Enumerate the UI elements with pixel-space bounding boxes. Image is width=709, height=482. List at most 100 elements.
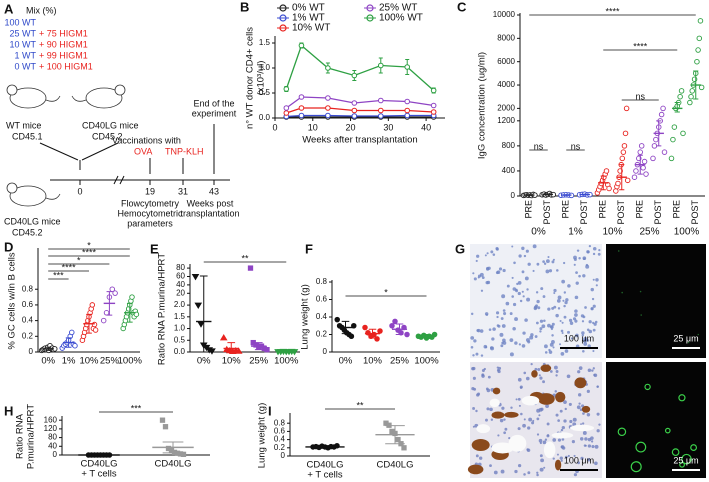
significance-label: **** (62, 262, 77, 272)
readout-label: Hemocytometric (117, 208, 183, 218)
data-point (658, 111, 665, 118)
significance-label: * (77, 255, 81, 265)
mix-higm: + 99 HIGM1 (39, 50, 88, 60)
nucleus (516, 282, 519, 286)
nucleus (530, 362, 533, 366)
nucleus (556, 269, 559, 272)
data-point (298, 105, 305, 111)
fluor-spot (681, 453, 692, 465)
legend-label: 100% WT (379, 13, 423, 24)
y-tick-label: 0.8 (274, 418, 286, 427)
data-point (89, 302, 96, 308)
data-point (129, 294, 135, 300)
stain (574, 377, 587, 389)
nucleus (584, 306, 587, 309)
time-tick: 19 (145, 186, 155, 196)
nucleus (559, 409, 563, 413)
significance-label: ** (241, 253, 249, 263)
x-tick-label: PRE (524, 200, 534, 219)
data-point (194, 302, 203, 309)
nucleus (557, 307, 561, 310)
nucleus (472, 354, 475, 357)
nucleus (580, 423, 583, 426)
nucleus (526, 297, 531, 302)
nucleus (544, 438, 548, 441)
nucleus (560, 352, 565, 356)
nucleus (575, 333, 579, 338)
nucleus (511, 245, 514, 248)
data-point (631, 174, 638, 180)
nucleus (569, 321, 574, 326)
data-point (695, 47, 701, 53)
nucleus (535, 304, 538, 308)
group-label: 10% (602, 227, 622, 238)
data-point (643, 171, 649, 177)
data-point (351, 72, 358, 79)
nucleus (493, 470, 498, 475)
nucleus (481, 276, 485, 280)
nucleus (564, 349, 569, 353)
nucleus (545, 269, 550, 274)
fluor-spot (679, 461, 685, 468)
nucleus (540, 458, 545, 463)
nucleus (509, 338, 514, 343)
nucleus (539, 441, 542, 445)
data-point (351, 113, 358, 119)
nucleus (501, 324, 506, 328)
data-point (661, 149, 668, 155)
error-bar (199, 275, 208, 353)
nucleus (561, 438, 565, 441)
data-point (404, 331, 410, 338)
nucleus (577, 461, 581, 465)
nucleus (556, 453, 559, 456)
x-tick-label: 10 (308, 122, 318, 132)
nucleus (593, 322, 597, 326)
nucleus (594, 444, 599, 449)
y-tick-label: 8000 (497, 33, 515, 42)
nucleus (502, 309, 506, 312)
data-point (688, 93, 694, 100)
nucleus (556, 298, 561, 303)
panel-letter: B (240, 0, 249, 14)
nucleus (515, 288, 518, 291)
nucleus (503, 418, 506, 421)
data-point (650, 155, 656, 162)
significance-label: **** (633, 41, 648, 51)
nucleus (521, 344, 526, 348)
nucleus (538, 374, 541, 377)
y-tick-label: 0.6 (22, 300, 34, 309)
series-line (285, 44, 435, 91)
nucleus (579, 437, 584, 441)
x-tick-label: PRE (635, 200, 645, 219)
y-tick-label: 160 (44, 415, 58, 424)
nucleus (584, 437, 588, 441)
nucleus (500, 344, 504, 348)
panel-letter: C (457, 0, 467, 14)
airspace (543, 441, 556, 459)
x-tick-label: PRE (672, 200, 682, 219)
nucleus (518, 254, 522, 258)
series-line (286, 107, 434, 114)
y-axis-label: Lung weight (g) (257, 403, 268, 468)
nucleus (532, 244, 537, 249)
nucleus (543, 262, 547, 265)
nucleus (536, 299, 540, 304)
nucleus (529, 335, 534, 340)
fluor-spot (644, 383, 651, 391)
nucleus (509, 312, 513, 316)
y-axis-label: (x10³/ul) (256, 61, 267, 96)
nucleus (554, 390, 558, 393)
nucleus (574, 309, 578, 313)
group-label: 25% (639, 227, 659, 238)
data-point (671, 124, 678, 130)
data-point (298, 42, 305, 49)
nucleus (578, 402, 581, 405)
x-tick-label: 0% (41, 356, 55, 367)
significance-label: **** (605, 6, 620, 16)
nucleus (559, 343, 562, 346)
nucleus (582, 431, 587, 435)
data-point (351, 100, 358, 106)
nucleus (485, 418, 488, 422)
data-point (430, 102, 437, 109)
nucleus (586, 413, 591, 417)
